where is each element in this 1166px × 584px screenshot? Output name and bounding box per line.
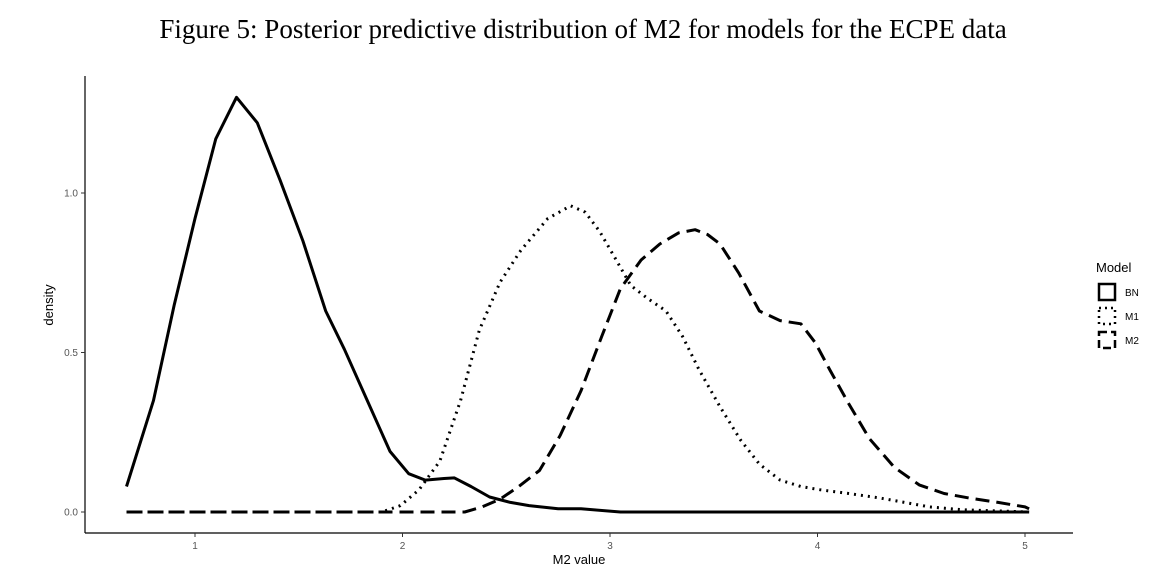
y-tick-label: 1.0: [64, 189, 78, 200]
legend-key-bn: [1097, 282, 1117, 302]
x-axis-label: M2 value: [553, 552, 606, 567]
y-tick-label: 0.5: [64, 348, 78, 359]
figure-title: Figure 5: Posterior predictive distribut…: [159, 14, 1007, 44]
x-tick-label: 4: [815, 541, 821, 552]
y-tick-label: 0.0: [64, 508, 78, 519]
legend-key-m1: [1097, 306, 1117, 326]
density-line-m2: [126, 228, 1030, 514]
x-tick-label: 1: [192, 541, 198, 552]
legend-label-bn: BN: [1125, 288, 1139, 299]
x-tick-label: 5: [1022, 541, 1028, 552]
x-tick-label: 3: [607, 541, 613, 552]
x-tick-label: 2: [400, 541, 406, 552]
y-axis-label: density: [41, 284, 56, 326]
legend-key-m2: [1097, 330, 1117, 350]
legend-label-m2: M2: [1125, 336, 1139, 347]
legend-title: Model: [1096, 260, 1132, 275]
legend-label-m1: M1: [1125, 312, 1139, 323]
density-line-m1: [126, 204, 1030, 514]
legend: Model BN M1 M2: [1096, 260, 1139, 350]
density-line-bn: [125, 95, 1030, 514]
